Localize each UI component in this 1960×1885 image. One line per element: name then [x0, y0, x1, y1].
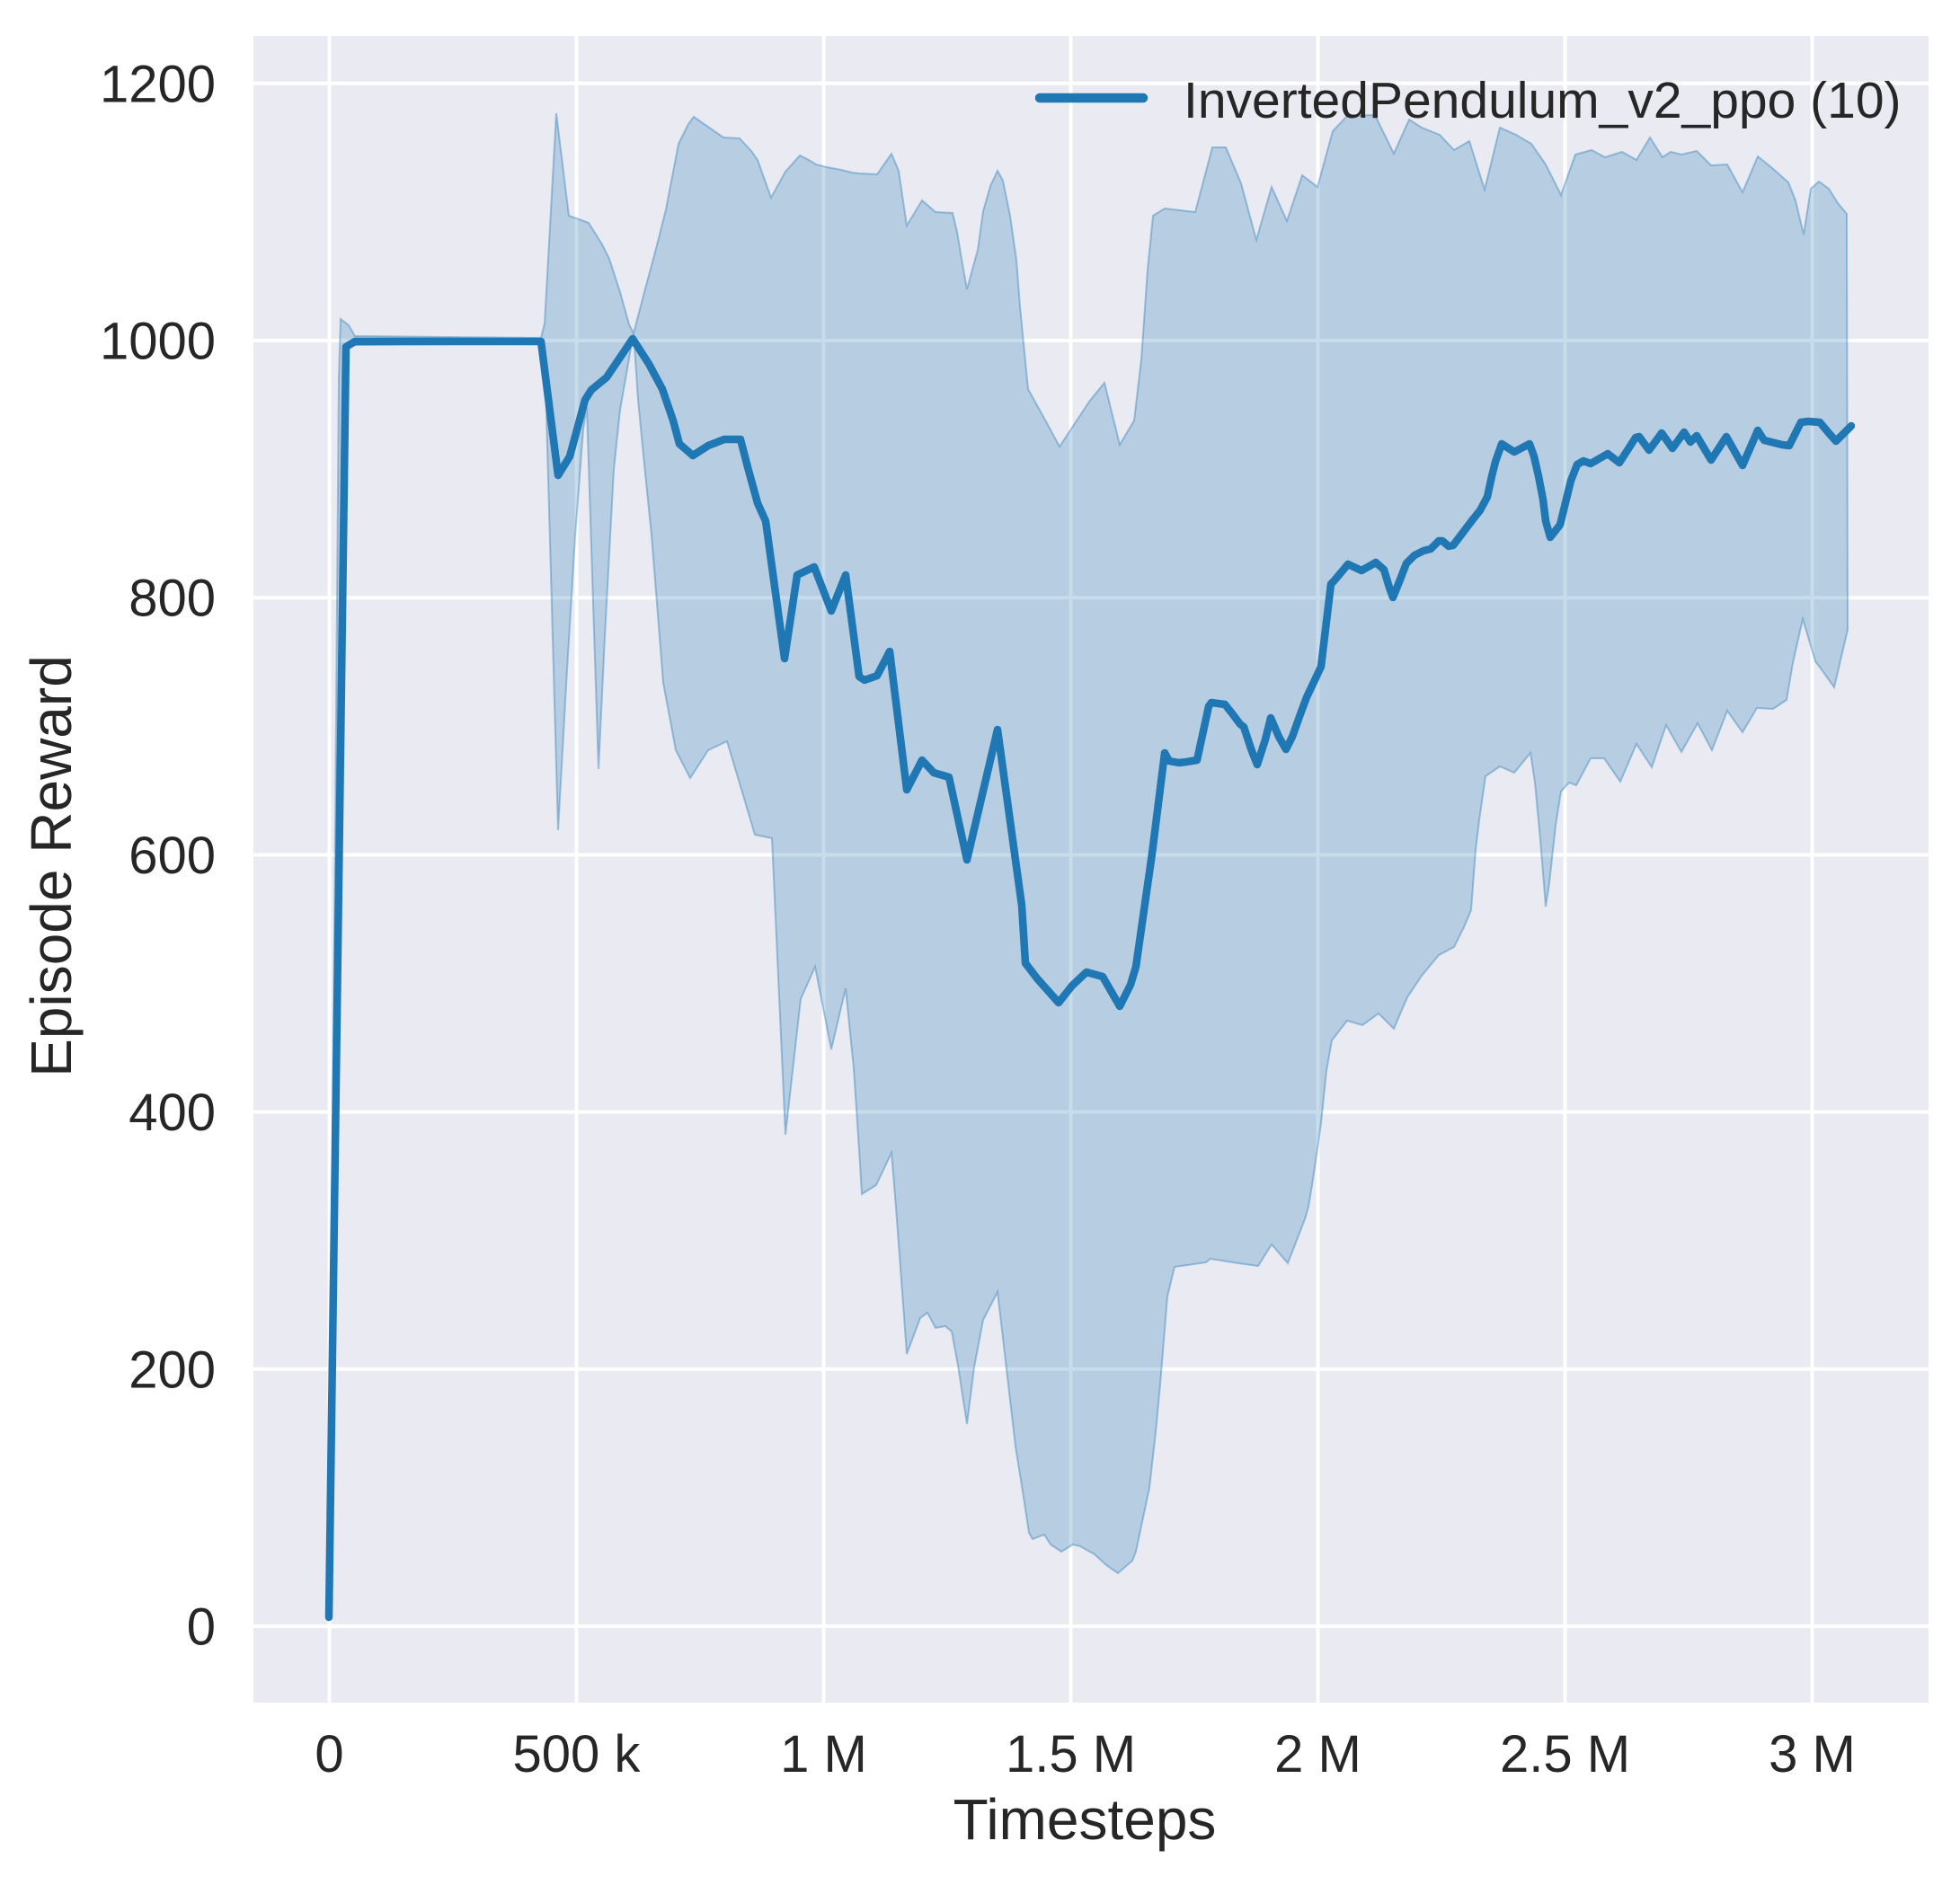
svg-text:1000: 1000 — [100, 313, 216, 371]
svg-text:200: 200 — [129, 1341, 216, 1399]
svg-text:3 M: 3 M — [1769, 1725, 1856, 1783]
svg-text:InvertedPendulum_v2_ppo (10): InvertedPendulum_v2_ppo (10) — [1184, 72, 1902, 129]
svg-text:1.5 M: 1.5 M — [1006, 1725, 1136, 1783]
svg-text:0: 0 — [187, 1598, 216, 1657]
svg-text:600: 600 — [129, 827, 216, 885]
svg-text:800: 800 — [129, 570, 216, 628]
svg-text:1200: 1200 — [100, 55, 216, 113]
svg-text:0: 0 — [315, 1725, 343, 1783]
svg-text:2.5 M: 2.5 M — [1500, 1725, 1630, 1783]
svg-text:400: 400 — [129, 1084, 216, 1142]
svg-text:1 M: 1 M — [780, 1725, 867, 1783]
svg-text:500 k: 500 k — [513, 1725, 642, 1783]
svg-text:Episode Reward: Episode Reward — [19, 655, 84, 1077]
svg-text:Timesteps: Timesteps — [953, 1787, 1217, 1852]
svg-text:2 M: 2 M — [1274, 1725, 1361, 1783]
